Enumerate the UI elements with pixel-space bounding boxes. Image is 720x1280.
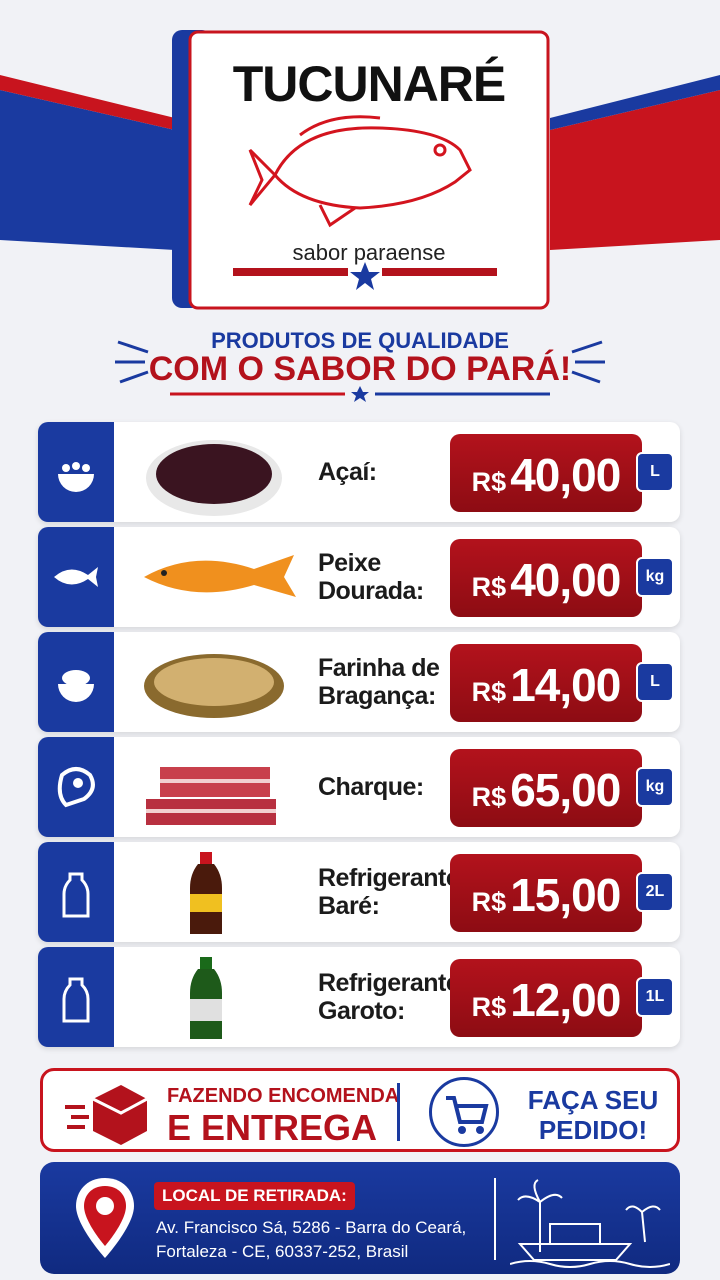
unit-badge: 1L	[636, 977, 674, 1017]
product-photo	[190, 852, 222, 934]
name-line: Charque:	[318, 773, 424, 801]
price-value: 40,00	[510, 449, 621, 501]
price-tag: R$ 40,00	[450, 434, 642, 512]
price-tag: R$ 65,00	[450, 749, 642, 827]
product-name: Açaí:	[318, 422, 377, 522]
icon-glyph	[54, 567, 98, 587]
price-tag: R$ 12,00	[450, 959, 642, 1037]
delivery-icon	[65, 1085, 148, 1145]
order-banner: FAZENDO ENCOMENDA E ENTREGA FAÇA SEU PEDI…	[40, 1068, 680, 1152]
banner-line2: E ENTREGA	[167, 1107, 378, 1148]
icon-glyph	[58, 670, 94, 702]
product-photo	[144, 654, 284, 718]
pickup-label: LOCAL DE RETIRADA:	[154, 1182, 355, 1210]
cart-glyph	[446, 1096, 489, 1134]
name-line: Baré:	[318, 892, 380, 920]
cta-line1[interactable]: FAÇA SEU	[527, 1085, 659, 1115]
icon-glyph	[58, 462, 94, 492]
name-line: Refrigerante	[318, 864, 460, 892]
product-image	[124, 737, 304, 842]
address-line: Fortaleza - CE, 60337-252, Brasil	[156, 1242, 409, 1261]
product-row: Peixe Dourada: R$ 40,00 kg	[38, 527, 680, 627]
product-name: Farinha de Bragança:	[318, 632, 440, 732]
price-tag: R$ 14,00	[450, 644, 642, 722]
category-icon	[38, 842, 114, 942]
product-photo	[144, 555, 296, 597]
cta-line2[interactable]: PEDIDO!	[538, 1115, 648, 1145]
product-image	[124, 422, 304, 527]
order-cta[interactable]: FAÇA SEU PEDIDO!	[513, 1085, 673, 1145]
cart-icon[interactable]	[429, 1077, 499, 1147]
currency: R$	[471, 572, 507, 602]
header-background	[0, 30, 720, 310]
product-photo	[190, 957, 222, 1039]
headline-main: COM O SABOR DO PARÁ!	[148, 350, 572, 388]
unit-badge: kg	[636, 557, 674, 597]
category-icon	[38, 527, 114, 627]
pin-icon	[76, 1178, 134, 1258]
category-icon	[38, 947, 114, 1047]
product-image	[124, 947, 304, 1052]
name-line: Açaí:	[318, 458, 377, 486]
footer: LOCAL DE RETIRADA: Av. Francisco Sá, 528…	[40, 1162, 680, 1274]
boat-illustration	[510, 1179, 670, 1268]
currency: R$	[471, 887, 507, 917]
currency: R$	[471, 677, 507, 707]
price-value: 65,00	[510, 764, 621, 816]
tagline: sabor paraense	[292, 240, 446, 265]
name-line: Farinha de	[318, 654, 440, 682]
unit-badge: kg	[636, 767, 674, 807]
name-line: Bragança:	[318, 682, 436, 710]
unit-badge: L	[636, 662, 674, 702]
price-tag: R$ 40,00	[450, 539, 642, 617]
price-value: 12,00	[510, 974, 621, 1026]
brand: TUCUNARÉ	[232, 56, 507, 112]
currency: R$	[471, 992, 507, 1022]
product-row: Charque: R$ 65,00 kg	[38, 737, 680, 837]
icon-glyph	[57, 767, 95, 808]
headline-top: PRODUTOS DE QUALIDADE	[211, 328, 509, 353]
category-icon	[38, 737, 114, 837]
banner-line1: FAZENDO ENCOMENDA	[167, 1085, 400, 1107]
product-name: Peixe Dourada:	[318, 527, 424, 627]
price-value: 40,00	[510, 554, 621, 606]
product-photo	[146, 767, 276, 825]
product-row: Farinha de Bragança: R$ 14,00 L	[38, 632, 680, 732]
unit-badge: L	[636, 452, 674, 492]
currency: R$	[471, 467, 507, 497]
product-name: Refrigerante Garoto:	[318, 947, 460, 1047]
unit-badge: 2L	[636, 872, 674, 912]
category-icon	[38, 632, 114, 732]
product-name: Charque:	[318, 737, 424, 837]
product-row: Refrigerante Garoto: R$ 12,00 1L	[38, 947, 680, 1047]
product-image	[124, 527, 304, 632]
product-image	[124, 842, 304, 947]
headline-decoration	[115, 340, 605, 402]
product-name: Refrigerante Baré:	[318, 842, 460, 942]
name-line: Refrigerante	[318, 969, 460, 997]
address: Av. Francisco Sá, 5286 - Barra do Ceará,…	[156, 1216, 466, 1264]
name-line: Peixe	[318, 549, 381, 577]
price-value: 15,00	[510, 869, 621, 921]
product-image	[124, 632, 304, 737]
name-line: Garoto:	[318, 997, 405, 1025]
price-tag: R$ 15,00	[450, 854, 642, 932]
icon-glyph	[62, 872, 90, 918]
address-line: Av. Francisco Sá, 5286 - Barra do Ceará,	[156, 1218, 467, 1237]
category-icon	[38, 422, 114, 522]
name-line: Dourada:	[318, 577, 424, 605]
price-value: 14,00	[510, 659, 621, 711]
currency: R$	[471, 782, 507, 812]
product-row: Refrigerante Baré: R$ 15,00 2L	[38, 842, 680, 942]
product-row: Açaí: R$ 40,00 L	[38, 422, 680, 522]
icon-glyph	[62, 977, 90, 1023]
product-photo	[146, 440, 282, 516]
